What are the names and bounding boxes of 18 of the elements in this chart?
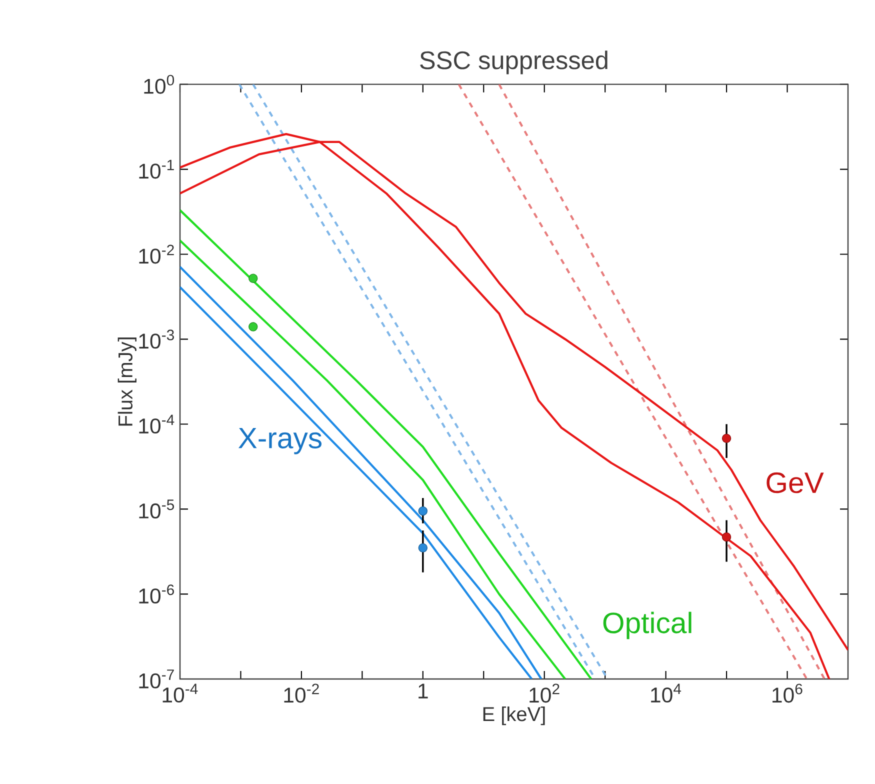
- series-label: Optical: [603, 612, 692, 640]
- y-tick-label: 10$^{-3}$: [139, 330, 174, 349]
- y-tick-label: 10$^{-6}$: [139, 584, 174, 604]
- chart-title: SSC suppressed: [420, 50, 608, 74]
- y-tick-label: 10$^{0}$: [144, 74, 174, 94]
- x-tick-label: 10$^{-2}$: [284, 684, 319, 703]
- y-tick-label: 10$^{-2}$: [139, 244, 174, 264]
- x-tick-label: 10$^{4}$: [651, 684, 682, 703]
- y-tick-label: 10$^{-5}$: [139, 500, 174, 519]
- x-tick-label: 10$^{6}$: [772, 684, 802, 703]
- x-axis-title: E [keV]: [483, 706, 545, 726]
- x-tick-label: 1: [418, 684, 428, 698]
- y-tick-label: 10$^{-1}$: [139, 160, 174, 179]
- x-tick-label: 10$^{2}$: [530, 684, 560, 703]
- y-axis-title: Flux [mJy]: [118, 338, 136, 426]
- y-tick-label: 10$^{-4}$: [139, 414, 174, 434]
- series-label: X-rays: [238, 428, 322, 454]
- series-label: GeV: [766, 472, 824, 494]
